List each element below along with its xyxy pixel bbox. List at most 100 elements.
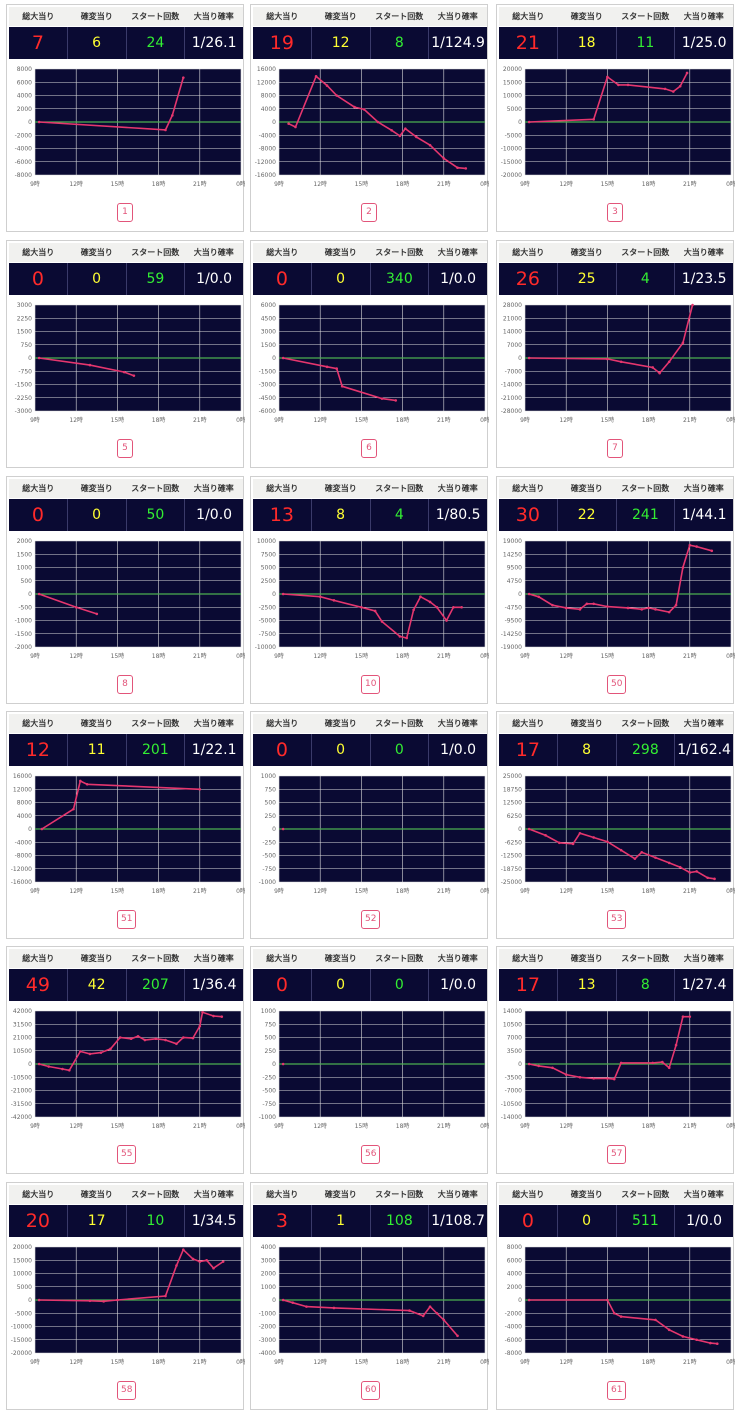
data-point <box>281 1062 285 1066</box>
kakuhen-hits-value: 17 <box>68 1205 127 1237</box>
hit-rate-value: 1/0.0 <box>196 271 233 287</box>
y-tick-label: 250 <box>265 1048 277 1055</box>
machine-number-link[interactable]: 2 <box>361 203 377 222</box>
y-tick-label: -10000 <box>255 644 276 651</box>
machine-number-link[interactable]: 55 <box>117 1145 137 1164</box>
x-tick-label: 18時 <box>152 416 166 424</box>
machine-number-link[interactable]: 60 <box>361 1381 381 1400</box>
x-tick-label: 21時 <box>193 652 207 660</box>
machine-number-link[interactable]: 5 <box>117 439 133 458</box>
y-tick-label: 21000 <box>13 1035 32 1042</box>
hit-rate-value: 1/162.4 <box>677 742 731 758</box>
data-point <box>314 74 318 78</box>
stats-values: 17 8 298 1/162.4 <box>499 734 733 766</box>
y-tick-label: -10000 <box>11 1324 32 1331</box>
data-point <box>182 1248 185 1251</box>
y-tick-label: -4750 <box>505 604 523 611</box>
machine-number-link[interactable]: 8 <box>117 675 133 694</box>
x-tick-label: 15時 <box>355 652 369 660</box>
machine-number-link[interactable]: 10 <box>361 675 381 694</box>
x-tick-label: 12時 <box>313 416 327 424</box>
header-label: スタート回数 <box>131 1190 180 1199</box>
y-tick-label: 8000 <box>17 800 32 807</box>
start-count-value: 207 <box>127 969 186 1001</box>
machine-number-link[interactable]: 53 <box>607 910 627 929</box>
header-label: スタート回数 <box>375 719 424 728</box>
y-tick-label: -31500 <box>11 1101 32 1108</box>
machine-number-link[interactable]: 7 <box>607 439 623 458</box>
machine-number-link[interactable]: 3 <box>607 203 623 222</box>
data-point <box>88 363 92 367</box>
y-tick-label: 6000 <box>17 79 32 86</box>
machine-number-link[interactable]: 58 <box>117 1381 137 1400</box>
y-tick-label: 0 <box>518 119 522 126</box>
header-label: スタート回数 <box>621 248 670 257</box>
y-tick-label: -8000 <box>15 853 33 860</box>
header-label: 総大当り <box>266 248 299 257</box>
y-tick-label: -9500 <box>505 618 523 625</box>
y-tick-label: 4000 <box>507 1271 522 1278</box>
kakuhen-hits-value: 22 <box>558 499 617 531</box>
machine-number-link[interactable]: 51 <box>117 910 137 929</box>
x-tick-label: 15時 <box>601 1122 615 1130</box>
data-point <box>332 599 336 602</box>
header-label: 確変当り <box>80 719 113 728</box>
y-tick-label: -1000 <box>259 1310 277 1317</box>
data-point <box>626 606 630 610</box>
y-tick-label: 1500 <box>17 329 32 336</box>
data-point <box>640 851 644 854</box>
hit-rate-value: 1/25.0 <box>681 35 727 51</box>
y-tick-label: -7000 <box>505 1088 523 1095</box>
slump-chart: 16000 12000 8000 4000 0 -4000 -8000 -12000 -1600… <box>7 770 245 902</box>
y-tick-label: 3500 <box>507 1048 522 1055</box>
machine-card: 総大当り 確変当り スタート回数 大当り確率 26 25 4 1/23.5 28000 21000… <box>496 240 735 468</box>
machine-number-link[interactable]: 57 <box>607 1145 627 1164</box>
y-tick-label: 750 <box>21 342 33 349</box>
data-point <box>394 399 398 402</box>
header-label: 確変当り <box>570 1190 603 1199</box>
header-label: スタート回数 <box>621 1190 670 1199</box>
header-label: スタート回数 <box>131 12 180 21</box>
y-tick-label: 750 <box>265 1021 277 1028</box>
machine-number-link[interactable]: 6 <box>361 439 377 458</box>
data-point <box>102 1300 105 1303</box>
data-point <box>706 876 709 880</box>
x-tick-label: 12時 <box>559 887 573 895</box>
machine-number-link[interactable]: 1 <box>117 203 133 222</box>
x-tick-label: 9時 <box>274 416 284 424</box>
y-tick-label: 8000 <box>507 1244 522 1251</box>
y-tick-label: 0 <box>28 826 32 833</box>
machine-number-link[interactable]: 50 <box>607 675 627 694</box>
header-label: 確変当り <box>324 719 357 728</box>
stats-values: 0 0 511 1/0.0 <box>499 1205 733 1237</box>
header-label: 総大当り <box>512 12 545 21</box>
stats-values: 49 42 207 1/36.4 <box>9 969 243 1001</box>
x-tick-label: 15時 <box>111 180 125 188</box>
x-tick-label: 0時 <box>726 416 735 424</box>
y-tick-label: 0 <box>518 1297 522 1304</box>
y-tick-label: 20000 <box>13 1244 32 1251</box>
machine-number-link[interactable]: 52 <box>361 910 381 929</box>
total-hits-value: 0 <box>253 263 312 295</box>
header-label: 確変当り <box>324 1190 357 1199</box>
hit-rate-value: 1/0.0 <box>440 271 477 287</box>
x-tick-label: 12時 <box>313 1358 327 1366</box>
stats-header: 総大当り 確変当り スタート回数 大当り確率 <box>499 243 733 262</box>
x-tick-label: 21時 <box>193 180 207 188</box>
header-label: 確変当り <box>570 248 603 257</box>
x-tick-label: 21時 <box>437 180 451 188</box>
kakuhen-hits-value: 12 <box>312 27 371 59</box>
x-tick-label: 9時 <box>30 887 40 895</box>
y-tick-label: 1000 <box>261 1284 276 1291</box>
y-tick-label: -12000 <box>255 159 276 166</box>
data-point <box>419 595 422 598</box>
machine-number-link[interactable]: 61 <box>607 1381 627 1400</box>
x-tick-label: 0時 <box>236 652 245 660</box>
header-label: スタート回数 <box>131 954 180 963</box>
data-point <box>667 1328 671 1332</box>
y-tick-label: -6000 <box>15 159 33 166</box>
machine-number-link[interactable]: 56 <box>361 1145 381 1164</box>
data-point <box>537 1064 541 1068</box>
slump-chart-svg: 19000 14250 9500 4750 0 -4750 -9500 -14250 -1900… <box>501 538 735 660</box>
